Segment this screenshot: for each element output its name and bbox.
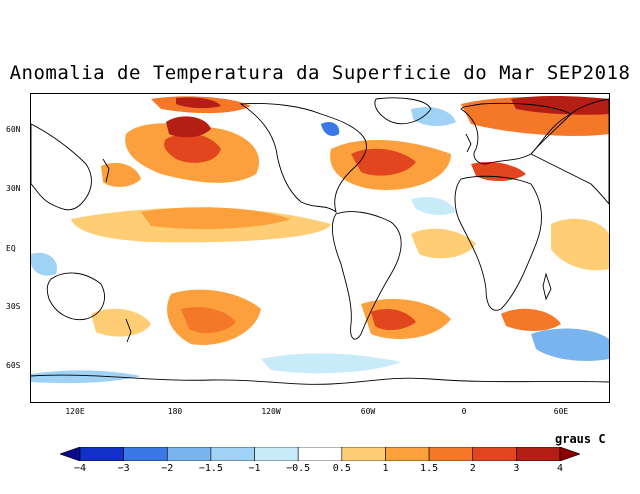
y-label-30n: 30N	[6, 184, 21, 193]
y-label-30s: 30S	[6, 302, 21, 311]
x-label-60e: 60E	[553, 407, 569, 416]
anomaly-tropical-atlantic-warm	[411, 228, 476, 259]
x-label-0: 0	[461, 407, 467, 416]
anomaly-gulf-alaska-very-hot	[166, 116, 211, 138]
colorbar-label: 0.5	[332, 463, 351, 474]
coast-uk	[465, 133, 472, 153]
coast-south-america	[331, 211, 402, 340]
map-title: Anomalia de Temperatura da Superficie do…	[9, 62, 631, 84]
anomaly-south-pacific-hot	[181, 307, 236, 334]
colorbar-segment	[60, 447, 81, 461]
colorbar-label: 1.5	[420, 463, 439, 474]
anomaly-southern-ocean-cool	[261, 353, 401, 374]
x-label-60w: 60W	[360, 407, 376, 416]
colorbar-segment	[472, 447, 517, 461]
anomaly-central-pacific-warm-mid	[141, 207, 291, 230]
colorbar-segment	[385, 447, 430, 461]
colorbar-segment	[297, 447, 343, 461]
colorbar-label: 3	[513, 463, 520, 474]
anomaly-shading	[31, 95, 609, 384]
anomaly-arctic-hot	[176, 97, 221, 109]
coast-madagascar	[542, 272, 552, 301]
anomaly-antarctic-cool	[31, 370, 141, 384]
map-canvas	[31, 95, 609, 385]
colorbar-segment	[516, 447, 561, 461]
y-label-60n: 60N	[6, 125, 21, 134]
x-label-120e: 120E	[65, 407, 85, 416]
coast-east-asia	[31, 123, 92, 211]
anomaly-south-atlantic-hot	[371, 309, 416, 331]
coast-africa	[454, 175, 542, 311]
anomaly-tropical-atlantic-cool	[411, 197, 456, 215]
colorbar-label: 2	[469, 463, 476, 474]
colorbar-label: −3	[117, 463, 130, 474]
colorbar-segment	[166, 447, 212, 461]
sst-anomaly-map	[30, 93, 610, 403]
colorbar-segment	[559, 447, 580, 461]
colorbar	[60, 447, 580, 461]
colorbar-label: 4	[556, 463, 564, 474]
y-label-60s: 60S	[6, 361, 21, 370]
x-label-120w: 120W	[261, 407, 281, 416]
anomaly-southern-indian-warm	[501, 308, 561, 331]
anomaly-north-atlantic-hot	[351, 148, 416, 176]
anomaly-north-pacific-hot	[164, 133, 221, 163]
colorbar-segment	[341, 447, 386, 461]
colorbar-segment	[428, 447, 474, 461]
anomaly-japan-warm	[101, 162, 141, 187]
anomaly-mediterranean-hot	[471, 162, 526, 181]
colorbar-label: 1	[382, 463, 389, 474]
colorbar-segment	[123, 447, 168, 461]
colorbar-label: −1	[248, 463, 261, 474]
anomaly-north-atlantic-cool	[411, 107, 456, 126]
units-label: graus C	[555, 432, 606, 446]
anomaly-australia-west-cool	[31, 252, 57, 276]
x-label-180: 180	[167, 407, 183, 416]
colorbar-label: −2	[161, 463, 174, 474]
coast-japan	[102, 158, 110, 183]
anomaly-southwest-pacific-warm	[91, 308, 151, 337]
coastlines	[31, 97, 609, 385]
coast-australia	[46, 272, 105, 321]
coast-asia	[530, 98, 609, 205]
colorbar-segment	[254, 447, 299, 461]
colorbar-label: −1.5	[198, 463, 223, 474]
coast-north-america	[239, 103, 367, 214]
y-label-eq: EQ	[6, 244, 16, 253]
anomaly-barents-very-hot	[511, 95, 609, 115]
anomaly-hudson-cold	[321, 122, 340, 136]
coast-antarctica	[31, 374, 609, 385]
colorbar-segment	[79, 447, 124, 461]
colorbar-label: −0.5	[286, 463, 311, 474]
colorbar-label: −4	[73, 463, 87, 474]
colorbar-segment	[210, 447, 255, 461]
coast-greenland	[374, 97, 432, 125]
anomaly-indian-ocean-warm	[551, 218, 609, 271]
anomaly-southern-indian-cool	[531, 328, 609, 361]
coast-new-zealand	[125, 318, 132, 343]
